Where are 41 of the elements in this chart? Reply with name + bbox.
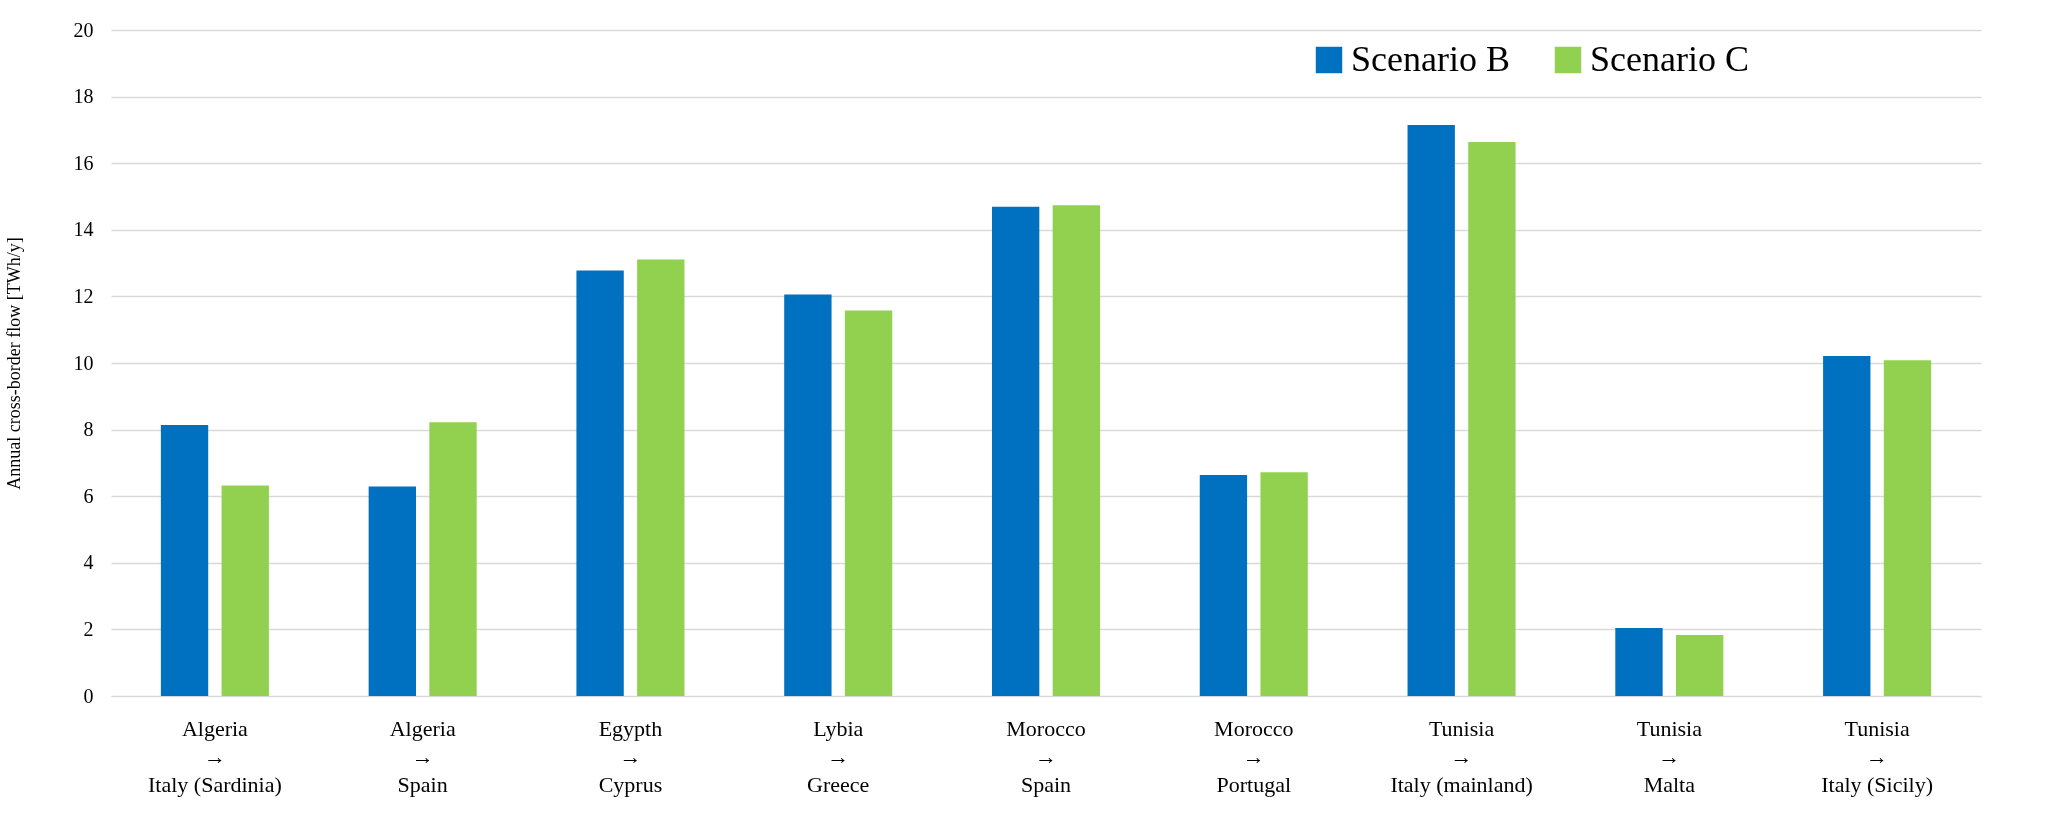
bar <box>784 294 832 696</box>
y-tick-label: 4 <box>83 551 94 574</box>
x-tick-label: Tunisia → Malta <box>1636 715 1703 797</box>
bar <box>221 485 269 696</box>
x-tick-label: Egypth → Cyprus <box>598 715 663 797</box>
y-tick-label: 10 <box>73 351 94 374</box>
x-tick-label: Tunisia → Italy (mainland) <box>1390 715 1533 797</box>
y-tick-label: 2 <box>83 617 94 640</box>
bar <box>368 486 416 696</box>
y-tick-label: 16 <box>73 151 94 174</box>
x-tick-label: Algeria → Italy (Sardinia) <box>147 715 282 797</box>
x-tick-label: Tunisia → Italy (Sicily) <box>1821 715 1934 797</box>
legend-label: Scenario C <box>1590 39 1749 79</box>
y-tick-label: 6 <box>83 484 94 507</box>
bar <box>1823 356 1871 696</box>
y-tick-label: 20 <box>73 18 94 41</box>
y-tick-label: 0 <box>83 684 94 707</box>
bar <box>1260 472 1308 696</box>
bar <box>160 424 209 696</box>
y-axis-title: Annual cross-border flow [TWh/y] <box>3 237 24 490</box>
x-tick-label: Lybia → Greece <box>807 715 870 797</box>
bar <box>429 422 477 696</box>
bar <box>1615 628 1663 696</box>
y-tick-label: 12 <box>73 284 94 307</box>
x-tick-label: Algeria → Spain <box>389 715 456 797</box>
bar <box>844 310 893 696</box>
bar <box>1052 205 1101 696</box>
y-tick-label: 18 <box>73 85 94 108</box>
bar <box>576 270 624 696</box>
y-tick-label: 14 <box>73 218 94 241</box>
x-tick-label: Morocco → Spain <box>1006 715 1086 797</box>
y-tick-label: 8 <box>83 418 94 441</box>
x-tick-label: Morocco → Portugal <box>1214 715 1294 797</box>
bar <box>1676 635 1724 696</box>
bar <box>1407 124 1455 696</box>
legend-label: Scenario B <box>1351 39 1510 79</box>
bar <box>1468 141 1516 696</box>
bar <box>637 259 685 696</box>
bar <box>1199 474 1248 696</box>
bar <box>991 206 1040 696</box>
bar <box>1883 360 1932 696</box>
